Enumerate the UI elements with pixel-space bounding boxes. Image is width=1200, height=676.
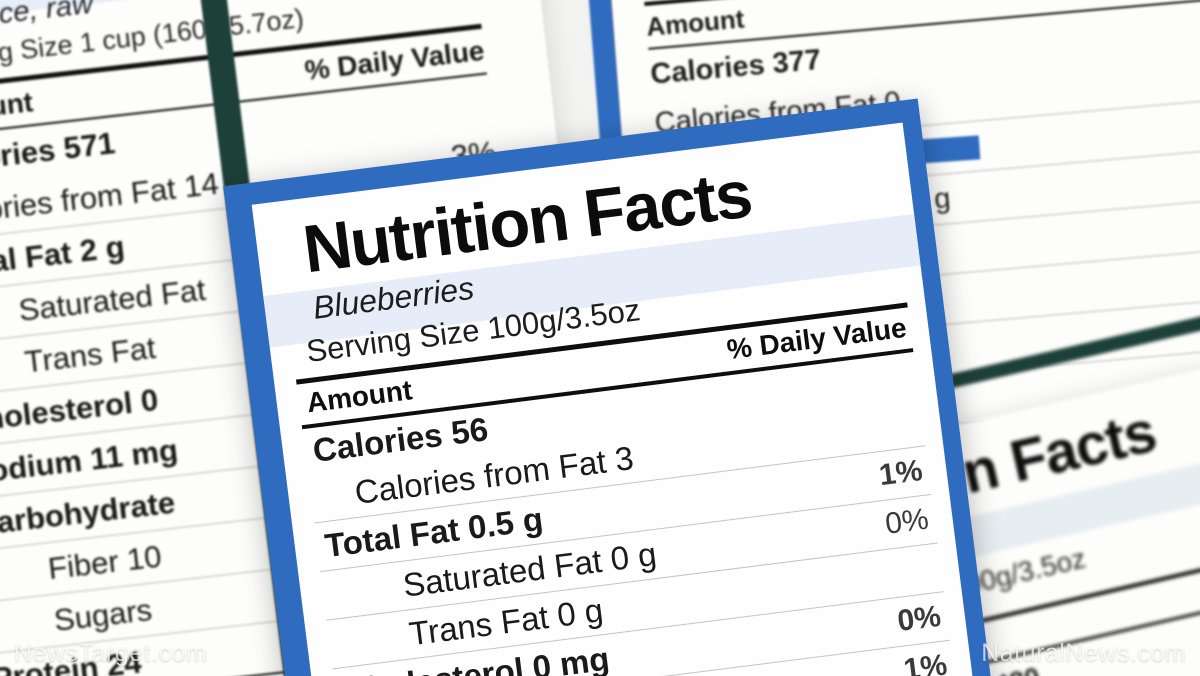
amount-header: Amount [0,86,35,129]
amount-header: Amount [645,2,746,42]
blueberries-label-paper: Nutrition Facts Blueberries Serving Size… [251,122,975,676]
row-label: Calories 377 [649,43,823,91]
daily-value: 1% [877,453,925,492]
daily-value: 0% [883,502,931,541]
daily-value: 0% [895,599,943,638]
blueberries-label-card: Nutrition Facts Blueberries Serving Size… [223,98,993,676]
daily-value: 1% [901,648,949,676]
